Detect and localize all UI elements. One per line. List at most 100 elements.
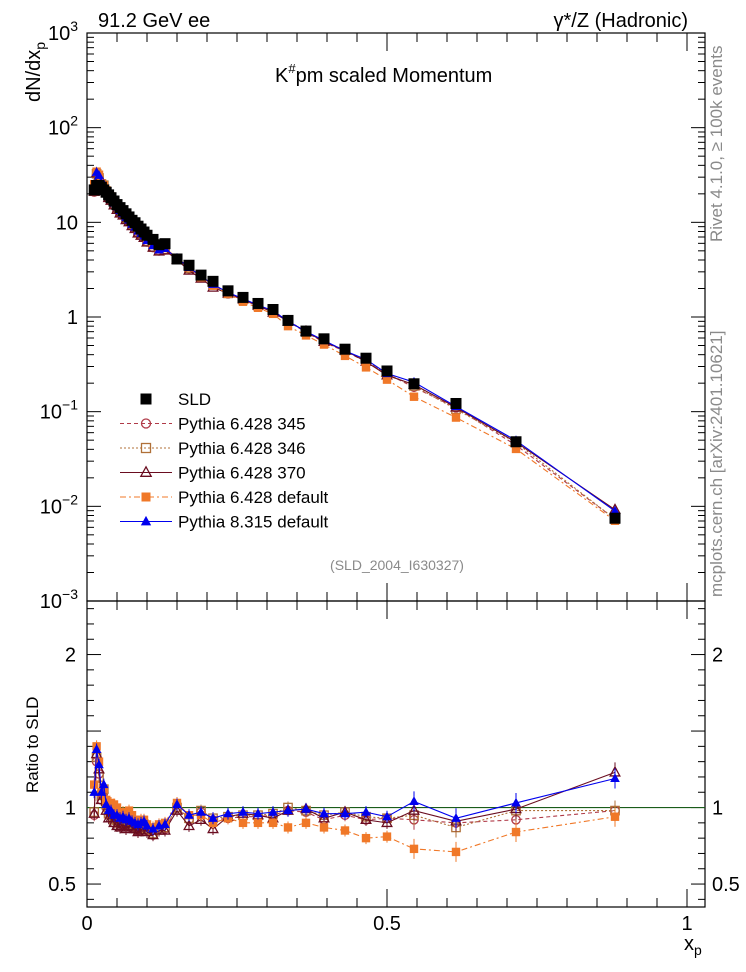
curve-pythia-6-428-345 xyxy=(93,173,616,520)
ratio-tick-label: 0.5 xyxy=(712,874,740,896)
legend-marker-pythia-6-428-default xyxy=(141,492,151,502)
x-axis-label: xp xyxy=(684,933,702,958)
ratio-tick-label: 2 xyxy=(712,645,723,667)
ratio-marker-pythia-6-428-default xyxy=(361,833,371,843)
ratio-marker-pythia-8-315-default xyxy=(96,787,107,796)
ratio-marker-pythia-8-315-default xyxy=(172,799,182,809)
ratio-marker-pythia-6-428-370 xyxy=(381,816,393,828)
marker-sld xyxy=(282,314,294,326)
ratio-marker-pythia-6-428-370 xyxy=(171,804,183,815)
ratio-marker-pythia-6-428-default xyxy=(340,826,350,835)
marker-pythia-6-428-default xyxy=(511,444,521,454)
rivet-label: Rivet 4.1.0, ≥ 100k events xyxy=(707,46,726,242)
marker-sld xyxy=(141,229,153,241)
y-tick-label: 103 xyxy=(48,18,78,45)
legend-marker-pythia-6-428-346 xyxy=(140,442,152,454)
y-tick-label: 10 xyxy=(56,212,78,234)
ratio-marker-pythia-6-428-370 xyxy=(88,807,101,818)
ratio-marker-pythia-8-315-default xyxy=(301,803,311,813)
mcplots-label: mcplots.cern.ch [arXiv:2401.10621] xyxy=(707,331,726,597)
ratio-marker-pythia-8-315-default xyxy=(223,808,233,818)
legend-label-pythia-6-428-345: Pythia 6.428 345 xyxy=(178,415,306,434)
ratio-marker-pythia-6-428-default xyxy=(610,812,620,821)
ratio-marker-pythia-6-428-370 xyxy=(183,819,195,831)
ratio-marker-pythia-8-315-default xyxy=(409,796,419,805)
energy-label: 91.2 GeV ee xyxy=(98,10,210,32)
ratio-marker-pythia-8-315-default xyxy=(238,806,248,816)
marker-sld xyxy=(450,397,462,409)
ratio-marker-pythia-8-315-default xyxy=(451,813,461,822)
x-tick-label: 0 xyxy=(81,913,92,935)
legend-marker-sld xyxy=(140,393,152,405)
ratio-marker-pythia-6-428-default xyxy=(238,818,248,828)
ratio-marker-pythia-6-428-default xyxy=(382,832,392,841)
marker-sld xyxy=(207,275,219,287)
marker-sld xyxy=(267,304,279,316)
ratio-marker-pythia-6-428-default xyxy=(319,823,329,832)
marker-sld xyxy=(147,233,159,245)
marker-sld xyxy=(408,378,420,390)
ratio-marker-pythia-6-428-default xyxy=(124,806,134,815)
y-tick-label: 102 xyxy=(48,113,78,140)
marker-sld xyxy=(360,352,372,364)
legend-label-pythia-6-428-370: Pythia 6.428 370 xyxy=(178,464,306,483)
ratio-panel-frame xyxy=(86,600,706,908)
ratio-tick-label: 1 xyxy=(712,798,723,820)
marker-pythia-6-428-default xyxy=(409,392,419,401)
legend-marker-pythia-6-428-370 xyxy=(139,465,153,477)
ratio-marker-pythia-6-428-default xyxy=(409,844,419,854)
legend-label-pythia-8-315-default: Pythia 8.315 default xyxy=(178,513,329,532)
ratio-marker-pythia-8-315-default xyxy=(382,811,392,821)
ratio-marker-pythia-8-315-default xyxy=(319,808,329,818)
ratio-marker-pythia-8-315-default xyxy=(361,806,371,816)
ratio-marker-pythia-6-428-default xyxy=(511,827,521,837)
marker-pythia-6-428-default xyxy=(283,321,293,331)
ratio-marker-pythia-6-428-370 xyxy=(360,813,372,825)
legend-marker-pythia-8-315-default xyxy=(140,515,152,526)
ratio-marker-pythia-8-315-default xyxy=(91,744,102,753)
marker-pythia-6-428-default xyxy=(319,340,329,349)
marker-pythia-6-428-default xyxy=(451,413,461,422)
ratio-marker-pythia-8-315-default xyxy=(208,813,218,822)
ratio-marker-pythia-6-428-default xyxy=(301,818,311,828)
ratio-marker-pythia-6-428-default xyxy=(112,803,122,812)
ratio-tick-label: 0.5 xyxy=(48,874,76,896)
process-label: γ*/Z (Hadronic) xyxy=(554,10,688,32)
ratio-marker-pythia-8-315-default xyxy=(511,797,521,807)
ratio-marker-pythia-6-428-370 xyxy=(93,762,105,774)
marker-sld xyxy=(195,269,207,281)
ratio-curve-pythia-6-428-default xyxy=(93,746,616,853)
marker-sld xyxy=(171,253,183,265)
marker-pythia-8-315-default xyxy=(94,170,104,179)
ratio-marker-pythia-8-315-default xyxy=(89,787,100,796)
ratio-tick-label: 2 xyxy=(65,645,76,667)
marker-pythia-8-315-default xyxy=(610,505,620,515)
marker-sld xyxy=(159,238,171,250)
ratio-curve-pythia-6-428-346 xyxy=(93,756,615,835)
ratio-marker-pythia-6-428-370 xyxy=(114,820,126,832)
analysis-tag: (SLD_2004_I630327) xyxy=(330,557,464,573)
marker-sld xyxy=(381,365,393,377)
ratio-marker-pythia-8-315-default xyxy=(160,819,170,828)
legend-marker-pythia-6-428-345 xyxy=(140,418,152,429)
y-tick-label: 10−1 xyxy=(40,397,78,424)
ratio-marker-pythia-6-428-370 xyxy=(135,823,147,835)
curve-pythia-6-428-346 xyxy=(93,172,616,520)
ratio-marker-pythia-8-315-default xyxy=(184,809,194,819)
marker-sld xyxy=(237,291,249,303)
marker-sld xyxy=(222,285,234,297)
chart-title: K#pm scaled Momentum xyxy=(275,61,492,87)
ratio-marker-pythia-6-428-default xyxy=(127,811,137,820)
ratio-y-axis-label: Ratio to SLD xyxy=(23,697,42,793)
ratio-marker-pythia-8-315-default xyxy=(283,805,293,815)
marker-pythia-6-428-default xyxy=(340,351,350,361)
curve-pythia-6-428-default xyxy=(93,170,616,522)
marker-pythia-6-428-default xyxy=(382,375,392,384)
y-axis-label: dN/dxp xyxy=(23,42,48,102)
legend-label-pythia-6-428-default: Pythia 6.428 default xyxy=(178,488,329,507)
ratio-marker-pythia-8-315-default xyxy=(148,823,158,833)
y-tick-label: 10−2 xyxy=(40,491,78,518)
y-tick-label: 1 xyxy=(67,307,78,329)
marker-sld xyxy=(153,239,165,251)
